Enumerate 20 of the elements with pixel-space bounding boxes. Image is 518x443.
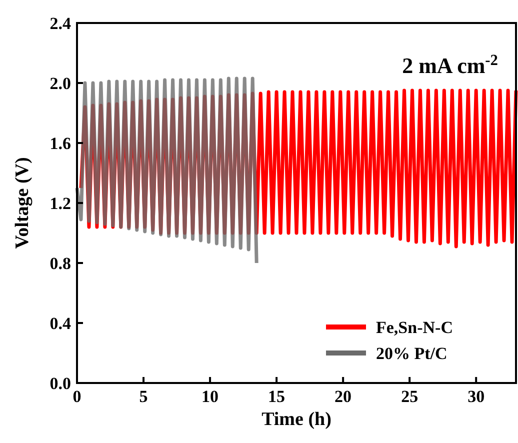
x-tick-label: 30 — [468, 387, 485, 406]
y-tick-label: 2.4 — [50, 14, 72, 33]
x-tick-label: 10 — [202, 387, 219, 406]
y-tick-label: 1.6 — [50, 134, 71, 153]
legend-label: Fe,Sn-N-C — [376, 318, 453, 337]
y-tick-label: 0.0 — [50, 374, 71, 393]
x-tick-label: 20 — [334, 387, 352, 406]
y-axis-title: Voltage (V) — [12, 157, 33, 249]
annotation: 2 mA cm$^{-2}$ — [402, 52, 498, 78]
y-tick-label: 0.4 — [50, 314, 72, 333]
line-series — [75, 76, 258, 265]
x-axis-title: Time (h) — [262, 409, 332, 430]
y-tick-label: 0.8 — [50, 254, 71, 273]
x-tick-label: 5 — [139, 387, 148, 406]
y-tick-label: 2.0 — [50, 74, 71, 93]
x-tick-label: 25 — [401, 387, 418, 406]
x-tick-label: 0 — [72, 387, 82, 406]
legend-label: 20% Pt/C — [376, 344, 448, 363]
y-tick-label: 1.2 — [50, 194, 71, 213]
x-tick-label: 15 — [268, 387, 286, 406]
